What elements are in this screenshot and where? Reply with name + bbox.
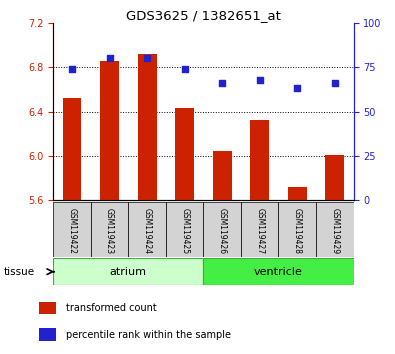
Point: [182, 66, 188, 72]
Text: GSM119425: GSM119425: [180, 209, 189, 255]
Text: ventricle: ventricle: [254, 267, 303, 277]
Bar: [288, 187, 307, 200]
Bar: [175, 108, 194, 200]
Text: GSM119423: GSM119423: [105, 209, 114, 255]
Bar: [316, 202, 354, 257]
Bar: [39, 329, 56, 341]
Bar: [138, 54, 156, 200]
Text: transformed count: transformed count: [66, 303, 157, 313]
Text: GSM119424: GSM119424: [143, 209, 152, 255]
Text: GSM119427: GSM119427: [255, 209, 264, 255]
Point: [294, 86, 301, 91]
Point: [69, 66, 75, 72]
Bar: [166, 202, 203, 257]
Text: percentile rank within the sample: percentile rank within the sample: [66, 330, 231, 339]
Text: GSM119429: GSM119429: [330, 209, 339, 255]
Bar: [213, 152, 231, 200]
Text: GSM119428: GSM119428: [293, 209, 302, 255]
Bar: [91, 202, 128, 257]
Text: tissue: tissue: [4, 267, 35, 276]
Point: [332, 80, 338, 86]
Bar: [325, 155, 344, 200]
Bar: [203, 202, 241, 257]
Bar: [63, 98, 81, 200]
Bar: [241, 202, 278, 257]
Bar: [100, 61, 119, 200]
Point: [144, 56, 150, 61]
Text: atrium: atrium: [110, 267, 147, 277]
Bar: [203, 258, 354, 285]
Bar: [128, 202, 166, 257]
Bar: [250, 120, 269, 200]
Bar: [53, 258, 203, 285]
Point: [107, 56, 113, 61]
Bar: [53, 202, 91, 257]
Title: GDS3625 / 1382651_at: GDS3625 / 1382651_at: [126, 9, 281, 22]
Text: GSM119426: GSM119426: [218, 209, 227, 255]
Point: [257, 77, 263, 82]
Bar: [278, 202, 316, 257]
Text: GSM119422: GSM119422: [68, 209, 77, 255]
Bar: [39, 302, 56, 314]
Point: [219, 80, 226, 86]
